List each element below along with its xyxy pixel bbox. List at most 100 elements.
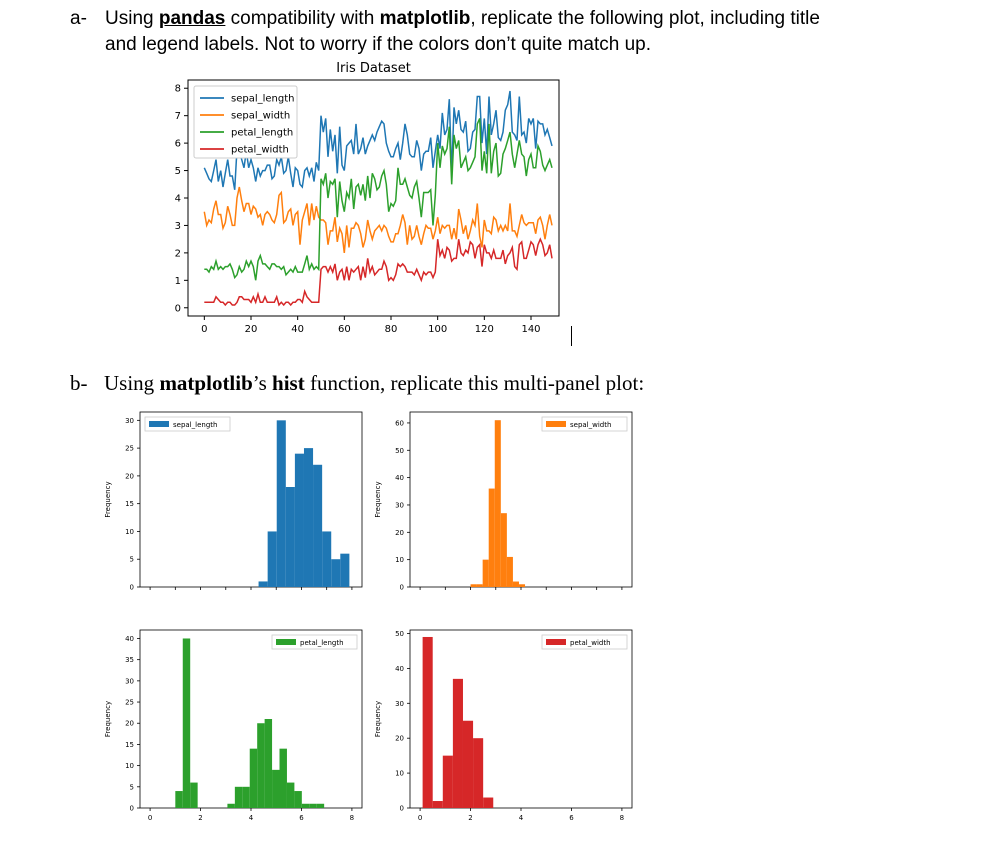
histogram-bar bbox=[175, 791, 183, 808]
series-line-petal_length bbox=[204, 118, 553, 281]
x-tick-label: 4 bbox=[249, 814, 254, 822]
histogram-bar bbox=[452, 678, 463, 808]
x-tick-label: 6 bbox=[299, 814, 304, 822]
qb-keyword-hist: hist bbox=[272, 371, 305, 395]
question-a-marker: a- bbox=[70, 8, 87, 29]
y-tick-label: 15 bbox=[125, 500, 134, 508]
histogram-bar bbox=[279, 748, 287, 808]
histogram-bar bbox=[190, 782, 198, 808]
qa-keyword-pandas: pandas bbox=[158, 8, 226, 29]
legend-box bbox=[193, 85, 298, 159]
iris-line-chart: Iris Dataset 0 20 40 60 80 100 120 140 0 1 2 3 4 5 6 7 8 s… bbox=[175, 61, 560, 335]
legend-label: petal_width bbox=[570, 639, 611, 647]
histogram-bar bbox=[242, 786, 250, 808]
y-tick-label: 40 bbox=[395, 665, 404, 673]
x-tick-label: 0 bbox=[418, 814, 422, 822]
histogram-bar bbox=[473, 738, 484, 808]
y-axis-label: Frequency bbox=[104, 481, 112, 517]
legend-swatch bbox=[149, 421, 169, 427]
y-tick-label: 10 bbox=[125, 762, 134, 770]
histogram-bar bbox=[422, 636, 433, 808]
histogram-petal-length: 0 2 4 6 8 0 5 10 15 20 25 30 35 40 Frequency petal_leng… bbox=[104, 629, 363, 822]
histogram-sepal-length: 0 5 10 15 20 25 30 Frequency sepal_length bbox=[104, 411, 363, 592]
legend-label-petal_length: petal_length bbox=[231, 128, 293, 139]
legend-label: sepal_width bbox=[570, 421, 611, 429]
question-a: a- Using pandas compatibility with matpl… bbox=[70, 6, 990, 58]
histogram-bar bbox=[494, 420, 501, 587]
y-tick-label: 5 bbox=[130, 556, 134, 564]
histogram-bar bbox=[512, 581, 519, 587]
x-tick-label: 6 bbox=[569, 814, 574, 822]
histogram-bar bbox=[506, 556, 513, 587]
histogram-bar bbox=[264, 719, 273, 808]
histogram-bar bbox=[331, 559, 341, 587]
y-tick-label: 0 bbox=[130, 805, 134, 813]
legend-box bbox=[144, 416, 231, 432]
histogram-bar bbox=[227, 803, 235, 808]
x-tick-label: 120 bbox=[475, 324, 494, 335]
y-tick-label: 0 bbox=[130, 584, 134, 592]
histogram-bar bbox=[476, 584, 483, 587]
legend-label: petal_length bbox=[300, 639, 344, 647]
y-tick-label: 0 bbox=[400, 584, 404, 592]
legend-box bbox=[541, 634, 628, 650]
x-tick-label: 40 bbox=[291, 324, 304, 335]
y-axis-label: Frequency bbox=[374, 481, 382, 517]
qa-keyword-matplotlib: matplotlib bbox=[379, 8, 471, 29]
y-axis-label: Frequency bbox=[104, 701, 112, 737]
histogram-bar bbox=[483, 797, 494, 808]
y-tick-label: 4 bbox=[175, 194, 181, 205]
x-tick-label: 2 bbox=[468, 814, 472, 822]
legend-label-sepal_length: sepal_length bbox=[231, 94, 295, 105]
text-cursor bbox=[571, 326, 572, 346]
series-line-sepal_length bbox=[203, 90, 553, 190]
series-line-sepal_width bbox=[203, 186, 553, 253]
histogram-bar bbox=[432, 801, 443, 808]
y-tick-label: 40 bbox=[125, 635, 134, 643]
histogram-bar bbox=[257, 723, 265, 808]
qa-part-4: , replicate the following plot, includin… bbox=[470, 8, 820, 29]
x-tick-label: 4 bbox=[519, 814, 524, 822]
legend-label: sepal_length bbox=[173, 421, 217, 429]
histogram-bar bbox=[462, 720, 474, 808]
y-tick-label: 0 bbox=[400, 805, 404, 813]
y-tick-label: 20 bbox=[125, 720, 134, 728]
legend-swatch bbox=[276, 639, 296, 645]
x-tick-label: 0 bbox=[148, 814, 152, 822]
y-tick-label: 25 bbox=[125, 699, 134, 707]
legend-swatch bbox=[546, 421, 566, 427]
histogram-bar bbox=[322, 531, 332, 587]
histogram-bar bbox=[340, 553, 350, 587]
histogram-bar bbox=[442, 755, 453, 808]
y-tick-label: 50 bbox=[395, 630, 404, 638]
histogram-bar bbox=[294, 453, 304, 587]
y-tick-label: 0 bbox=[175, 303, 181, 314]
y-tick-label: 2 bbox=[175, 248, 181, 259]
y-tick-label: 25 bbox=[125, 445, 134, 453]
x-tick-label: 140 bbox=[521, 324, 540, 335]
y-tick-label: 35 bbox=[125, 656, 134, 664]
qa-part-0: Using bbox=[105, 8, 159, 29]
histogram-bar bbox=[500, 513, 507, 587]
x-tick-label: 20 bbox=[245, 324, 258, 335]
histogram-bar bbox=[482, 559, 489, 587]
histogram-bar bbox=[258, 581, 268, 587]
legend: sepal_length sepal_width petal_lengthpetal… bbox=[193, 85, 298, 159]
legend-box bbox=[271, 634, 358, 650]
histogram-bar bbox=[301, 803, 310, 808]
question-b: b- Using matplotlib’s hist function, repl… bbox=[70, 370, 990, 396]
histogram-bar bbox=[182, 638, 191, 808]
chart-title: Iris Dataset bbox=[336, 61, 411, 76]
histogram-petal-width: 0 2 4 6 8 0 10 20 30 40 50 Frequency petal_width bbox=[374, 629, 633, 822]
x-tick-label: 2 bbox=[198, 814, 202, 822]
legend-label-sepal_width: sepal_width bbox=[231, 111, 290, 122]
y-tick-label: 50 bbox=[395, 447, 404, 455]
qb-part-0: Using bbox=[104, 371, 160, 395]
histogram-bar bbox=[309, 803, 317, 808]
histogram-bar bbox=[267, 531, 277, 587]
histogram-sepal-width: 0 10 20 30 40 50 60 Frequency sepal_width bbox=[374, 411, 633, 592]
qa-part-2: compatibility with bbox=[225, 8, 380, 29]
legend-label-petal_width: petal_width bbox=[231, 145, 289, 156]
y-tick-label: 8 bbox=[175, 84, 181, 95]
y-tick-label: 10 bbox=[125, 528, 134, 536]
